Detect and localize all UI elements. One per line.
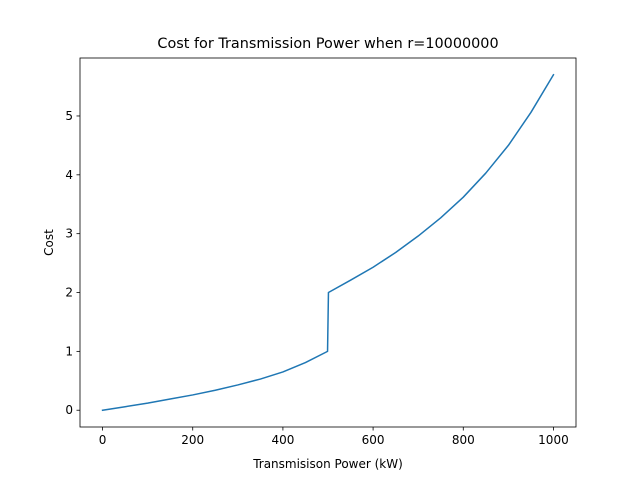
x-tick-label: 600 xyxy=(362,433,385,447)
axes-frame xyxy=(79,57,577,428)
x-tick-label: 200 xyxy=(181,433,204,447)
series-line-0 xyxy=(101,73,555,412)
y-tick-label: 1 xyxy=(65,344,73,358)
y-tick-label: 2 xyxy=(65,286,73,300)
x-axis: 0 200 400 600 800 1000 xyxy=(99,427,569,447)
x-tick-label: 400 xyxy=(271,433,294,447)
y-tick-label: 0 xyxy=(65,403,73,417)
plot-area xyxy=(101,73,555,412)
x-tick-label: 1000 xyxy=(538,433,569,447)
chart-title: Cost for Transmission Power when r=10000… xyxy=(157,36,498,52)
x-tick-label: 800 xyxy=(452,433,475,447)
y-axis-label: Cost xyxy=(42,229,56,256)
y-axis: 0 1 2 3 4 5 xyxy=(65,109,80,417)
y-tick-label: 5 xyxy=(65,109,73,123)
x-axis-label: Transmisison Power (kW) xyxy=(252,457,403,471)
x-tick-label: 0 xyxy=(99,433,107,447)
y-tick-label: 3 xyxy=(65,227,73,241)
y-tick-label: 4 xyxy=(65,168,73,182)
